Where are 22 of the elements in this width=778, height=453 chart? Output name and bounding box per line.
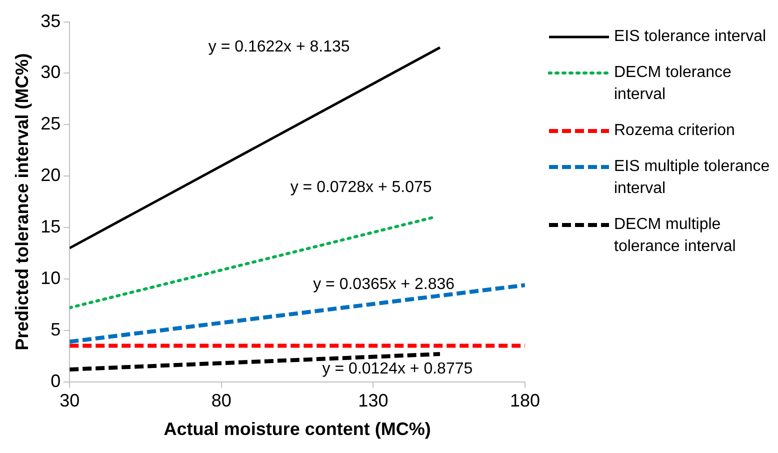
legend-label: DECM multiple tolerance interval (614, 215, 737, 257)
y-tick-label: 0 (50, 370, 61, 391)
annotation: y = 0.0728x + 5.075 (290, 178, 432, 196)
y-tick-label: 15 (40, 216, 61, 236)
x-tick-label: 80 (211, 390, 232, 411)
legend-label: Rozema criterion (614, 121, 735, 141)
y-tick-label: 35 (40, 10, 61, 31)
y-tick-label: 30 (40, 62, 61, 82)
annotation: y = 0.0124x + 0.8775 (322, 360, 473, 378)
y-axis-title: Predicted tolerance interval (MC%) (12, 53, 32, 350)
annotation: y = 0.1622x + 8.135 (208, 38, 350, 56)
x-axis-title: Actual moisture content (MC%) (164, 419, 431, 440)
y-tick-label: 10 (40, 268, 61, 288)
annotation: y = 0.0365x + 2.836 (313, 276, 455, 294)
legend-label: DECM tolerance interval (614, 63, 732, 105)
y-tick-label: 20 (40, 165, 61, 186)
x-tick-label: 130 (358, 390, 388, 411)
legend-label: EIS tolerance interval (614, 27, 766, 47)
y-tick-label: 25 (40, 114, 61, 134)
y-tick-label: 5 (50, 319, 61, 340)
legend-label: EIS multiple tolerance interval (614, 157, 770, 199)
x-tick-label: 180 (510, 390, 540, 411)
